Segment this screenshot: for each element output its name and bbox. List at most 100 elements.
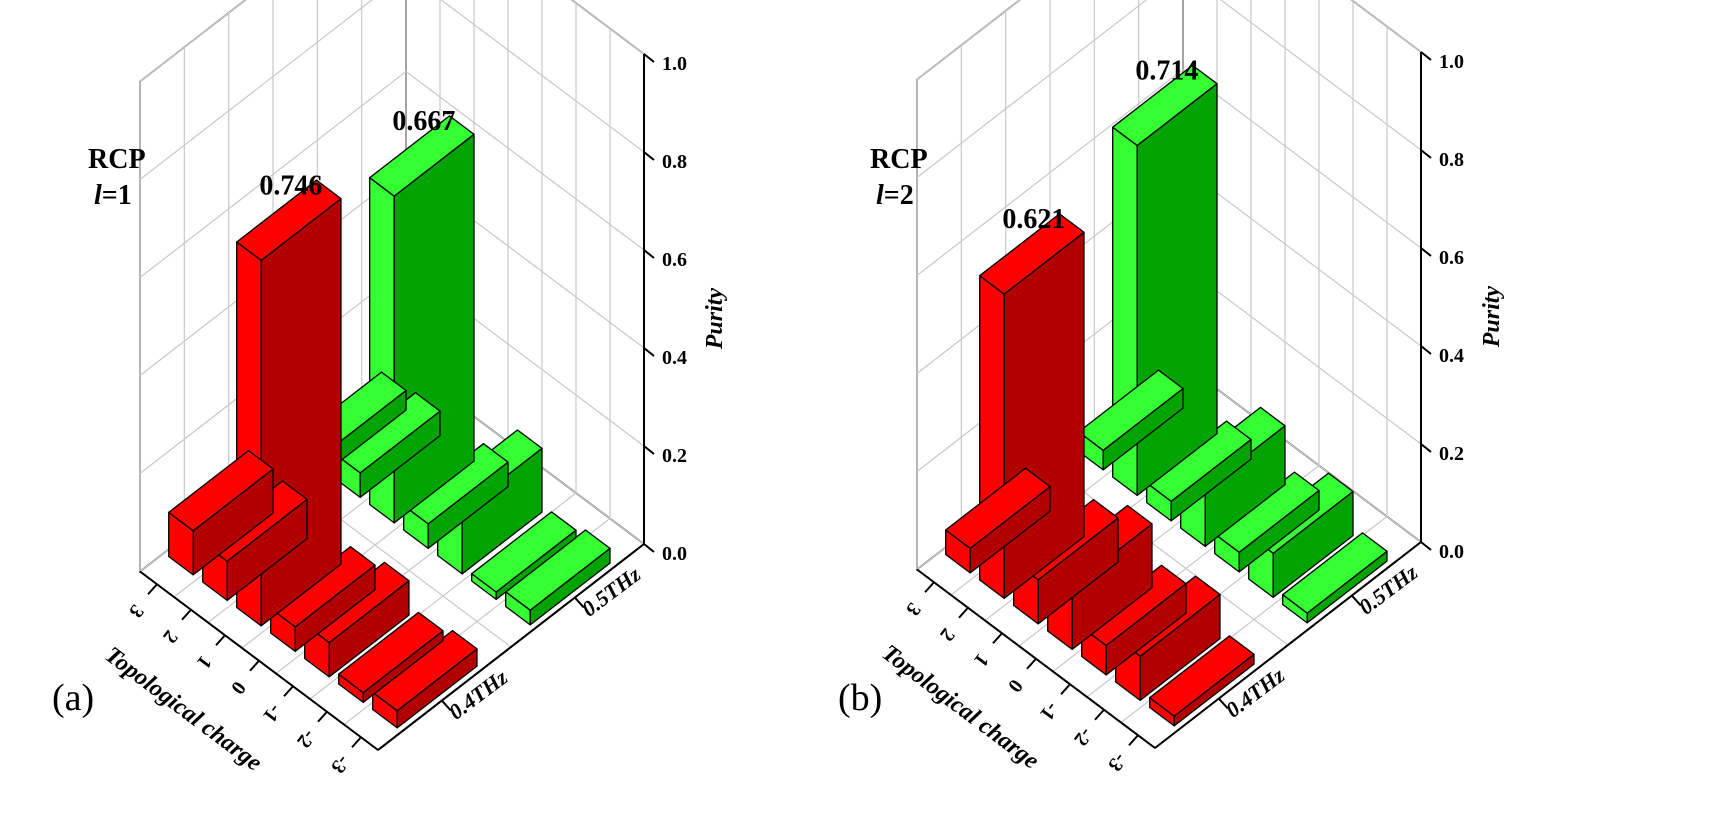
frequency-tick: [441, 699, 452, 712]
bar-top-face: [1149, 635, 1255, 717]
bar-value-label: 0.621: [1002, 204, 1065, 235]
bar-0.5THz-charge--3: [1078, 369, 1184, 471]
charge-tick: [1060, 683, 1071, 695]
purity-axis-title: Purity: [1479, 286, 1505, 349]
bar-0.4THz-charge-0: [270, 546, 376, 653]
bar-0.5THz-charge--2: [335, 392, 441, 499]
bar-value-label: 0.667: [392, 106, 455, 137]
charge-axis-title: Topological charge: [877, 640, 1044, 775]
charge-tick-label: 3: [901, 598, 925, 619]
charge-tick-label: -3: [1103, 749, 1131, 776]
purity-tick: [643, 543, 655, 553]
frequency-axis-line: [1154, 541, 1422, 749]
charge-tick-label: -1: [258, 700, 286, 727]
purity-tick: [1420, 443, 1432, 453]
charge-order-label: l=1: [94, 180, 132, 211]
purity-tick-label: 0.6: [662, 249, 687, 271]
bar-top-face: [1112, 64, 1218, 147]
frequency-tick: [574, 596, 585, 609]
charge-tick-label: 0: [1003, 675, 1027, 696]
frequency-tick: [1218, 697, 1229, 710]
purity-tick: [1420, 247, 1432, 257]
charge-tick-label: -2: [292, 725, 320, 752]
charge-tick-label: -1: [1035, 698, 1063, 725]
purity-tick: [1420, 345, 1432, 355]
polarization-annotation: RCP l=1: [88, 144, 146, 211]
charge-order-label: l=2: [876, 180, 914, 211]
bar-side-face: [393, 133, 475, 524]
charge-tick: [958, 607, 969, 619]
charge-tick: [1026, 658, 1037, 670]
charge-tick-label: 1: [192, 651, 216, 672]
purity-tick-label: 0.0: [662, 543, 687, 565]
bar-top-face: [1078, 369, 1184, 451]
bar-top-face: [1282, 532, 1388, 614]
charge-tick-label: 2: [935, 624, 959, 645]
purity-tick-label: 0.2: [662, 445, 687, 467]
panel-tag: (b): [838, 677, 882, 719]
purity-tick-label: 0.6: [1439, 247, 1464, 269]
bar-top-face: [236, 179, 342, 262]
z-gridline: [139, 0, 645, 180]
bar-0.4THz-charge--3: [168, 449, 274, 576]
bar-0.5THz-charge-2: [471, 511, 577, 601]
purity-tick-label: 0.4: [1439, 345, 1464, 367]
purity-tick-label: 0.4: [662, 347, 687, 369]
z-gridline: [139, 0, 645, 82]
purity-tick-label: 1.0: [1439, 51, 1464, 73]
bar-0.4THz-charge-3: [372, 629, 478, 729]
purity-tick: [643, 249, 655, 259]
charge-tick: [249, 660, 260, 672]
bar-top-face: [369, 115, 475, 197]
bars: 0.667 0.746: [168, 106, 611, 729]
charge-tick: [992, 632, 1003, 644]
purity-tick: [643, 151, 655, 161]
charge-tick: [181, 609, 192, 621]
floor-gridline: [1049, 466, 1289, 646]
purity-tick: [643, 347, 655, 357]
charge-tick: [351, 736, 362, 748]
frequency-tick: [1351, 594, 1362, 607]
polarization-label: RCP: [88, 144, 146, 175]
bar-top-face: [979, 213, 1085, 295]
charge-tick: [317, 711, 328, 723]
bar-value-label: 0.714: [1135, 55, 1198, 86]
purity-tick: [1420, 541, 1432, 551]
charge-axis-title: Topological charge: [100, 642, 267, 777]
charge-tick-label: 3: [124, 600, 148, 621]
purity-tick-label: 0.0: [1439, 541, 1464, 563]
charge-tick: [147, 583, 158, 595]
purity-tick-label: 0.8: [662, 151, 687, 173]
charge-tick-label: 0: [226, 677, 250, 698]
purity-tick-label: 1.0: [662, 53, 687, 75]
charge-tick: [924, 581, 935, 593]
bar-0.4THz-charge-3: [1149, 635, 1255, 727]
purity-tick: [1420, 51, 1432, 61]
bar-top-face: [471, 511, 577, 593]
bar-top-face: [945, 467, 1051, 550]
bar-value-label: 0.746: [259, 170, 322, 201]
bar-0.4THz-charge-2: [338, 611, 444, 704]
charge-tick-label: 1: [969, 649, 993, 670]
purity-tick: [1420, 149, 1432, 159]
panel-tag: (a): [52, 677, 94, 719]
purity-tick-label: 0.2: [1439, 443, 1464, 465]
purity-tick: [643, 445, 655, 455]
bar-0.4THz-charge--3: [945, 467, 1051, 574]
charge-tick: [215, 634, 226, 646]
polarization-annotation: RCP l=2: [870, 144, 928, 211]
bars: 0.714 0.621: [945, 55, 1388, 727]
frequency-axis-line: [377, 543, 645, 751]
polarization-label: RCP: [870, 144, 928, 175]
bar-0.5THz-charge-1: [1214, 471, 1320, 573]
charge-tick-label: 2: [158, 626, 182, 647]
charge-tick: [1128, 734, 1139, 746]
bar-top-face: [338, 611, 444, 694]
charge-tick: [283, 685, 294, 697]
bar-0.5THz-charge-3: [505, 529, 611, 626]
purity-tick: [643, 53, 655, 63]
bar-top-face: [168, 449, 274, 532]
